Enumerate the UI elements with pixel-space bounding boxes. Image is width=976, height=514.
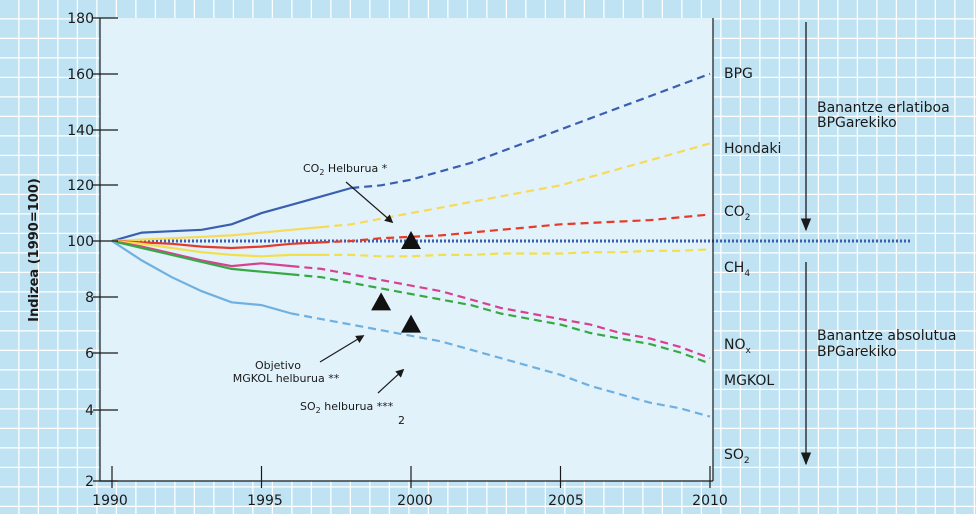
series-line-so2-projected [291, 312, 711, 418]
y-tick-label-160: 160 [67, 67, 94, 83]
relative-note-line1: Banantze erlatiboa [817, 100, 950, 116]
mgkol-target-annotation-line1: Objetivo [255, 359, 301, 372]
mgkol-target-pointer [319, 335, 365, 363]
series-label-mgkol: MGKOL [724, 373, 774, 389]
series-line-hondaki-measured [111, 226, 322, 243]
mgkol-target-annotation-line2: MGKOL helburua ** [233, 372, 340, 385]
co2-target-pointer [345, 181, 394, 224]
series-line-nox-measured [111, 239, 292, 268]
series-label-bpg: BPG [724, 66, 753, 82]
y-axis-title: Indizea (1990=100) [27, 178, 42, 322]
target-marker-objetivo-mgkol-helburua [371, 292, 392, 311]
co2-target-annotation: CO2 Helburua * [303, 162, 388, 177]
y-tick-label-6: 6 [85, 346, 94, 362]
series-label-nox: NOx [724, 337, 752, 356]
y-tick-label-140: 140 [67, 123, 94, 139]
x-tick-label-2005: 2005 [548, 493, 584, 509]
y-tick-label-8: 8 [85, 290, 94, 306]
y-tick-label-2: 2 [85, 474, 94, 490]
relative-note-line2: BPGarekiko [817, 115, 897, 131]
so2-target-annotation: SO2 helburua *** [300, 400, 394, 415]
so2-target-pointer [377, 368, 405, 394]
series-line-mgkol-projected [291, 273, 711, 365]
series-line-ch4-measured [111, 239, 322, 258]
series-layer [111, 72, 910, 418]
y-tick-label-120: 120 [67, 178, 94, 194]
series-line-bpg-projected [351, 72, 711, 190]
so2-target-footnote-mark: 2 [398, 414, 405, 427]
x-tick-label-1990: 1990 [92, 493, 128, 509]
y-tick-label-100: 100 [67, 234, 94, 250]
series-line-so2-measured [111, 240, 292, 315]
series-line-mgkol-measured [111, 239, 292, 276]
target-marker-so2-helburua [401, 314, 421, 333]
target-marker-co2-helburua [401, 231, 421, 249]
plot-area [100, 18, 713, 481]
y-tick-label-4: 4 [85, 403, 94, 419]
x-tick-label-2010: 2010 [692, 493, 728, 509]
series-label-so2: SO2 [724, 447, 750, 466]
tick-marks [93, 17, 711, 488]
series-label-hondaki: Hondaki [724, 141, 781, 157]
x-tick-label-2000: 2000 [397, 493, 433, 509]
absolute-note-line2: BPGarekiko [817, 344, 897, 360]
series-label-co2: CO2 [724, 204, 751, 223]
series-line-bpg-measured [111, 186, 352, 243]
series-label-ch4: CH4 [724, 260, 750, 279]
absolute-note-line1: Banantze absolutua [817, 328, 956, 344]
series-line-nox-projected [291, 265, 711, 360]
x-tick-label-1995: 1995 [247, 493, 283, 509]
series-line-co2-measured [111, 239, 322, 250]
target-markers [371, 231, 421, 333]
y-tick-label-180: 180 [67, 11, 94, 27]
